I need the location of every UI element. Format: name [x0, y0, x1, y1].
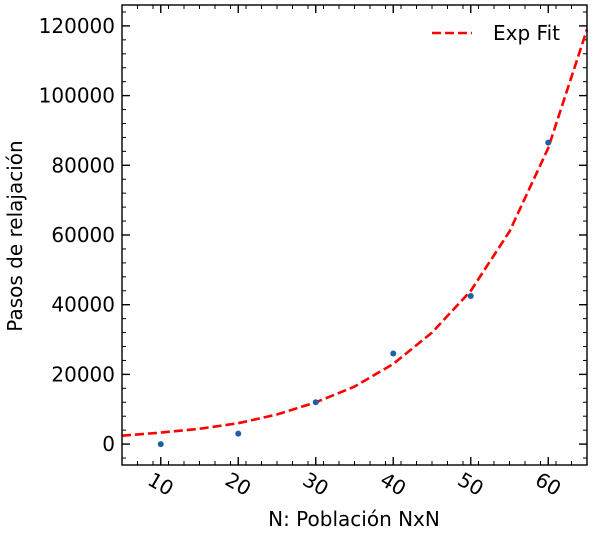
y-tick-label: 100000: [39, 84, 115, 108]
x-tick-label: 20: [221, 467, 255, 501]
data-point: [157, 441, 164, 448]
x-tick-labels: 10 20 30 40 50 60: [144, 467, 566, 501]
x-tick-label: 10: [144, 467, 178, 501]
data-point: [312, 399, 319, 406]
major-ticks: [122, 5, 587, 465]
data-point: [467, 292, 474, 299]
series-layer: [121, 28, 589, 448]
x-tick-label: 30: [299, 467, 333, 501]
minor-ticks: [121, 5, 588, 465]
y-tick-label: 60000: [51, 223, 115, 247]
y-tick-label: 80000: [51, 153, 115, 177]
y-tick-labels: 0 20000 40000 60000 80000 100000 120000: [39, 14, 115, 456]
data-point: [545, 139, 552, 146]
y-tick-label: 20000: [51, 362, 115, 386]
x-axis-title: N: Población NxN: [268, 507, 440, 531]
legend: Exp Fit: [432, 21, 560, 45]
legend-label-exp-fit: Exp Fit: [493, 21, 560, 45]
data-point: [390, 350, 397, 357]
data-point: [235, 430, 242, 437]
exp-fit-line: [121, 28, 589, 437]
x-tick-label: 40: [376, 467, 410, 501]
y-tick-label: 0: [102, 432, 115, 456]
y-tick-label: 120000: [39, 14, 115, 38]
y-tick-label: 40000: [51, 293, 115, 317]
x-tick-label: 60: [531, 467, 565, 501]
x-tick-label: 50: [454, 467, 488, 501]
y-axis-title: Pasos de relajación: [3, 140, 27, 331]
plot-frame: [121, 4, 588, 466]
